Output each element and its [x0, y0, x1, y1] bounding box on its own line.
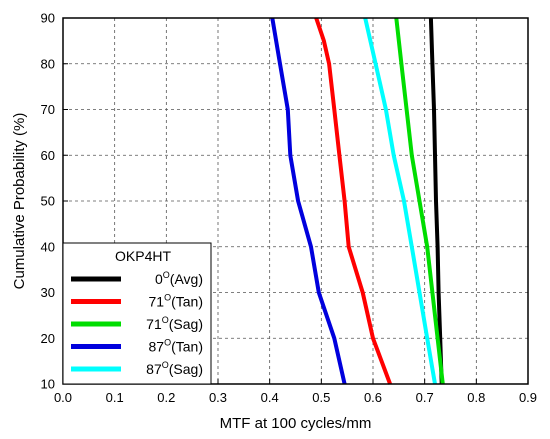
y-tick-label: 80 — [41, 56, 55, 71]
legend-label-degree: O — [162, 360, 169, 370]
y-tick-label: 70 — [41, 102, 55, 117]
legend-label-base: 87 — [146, 361, 162, 377]
legend-label-rest: (Tan) — [171, 339, 203, 355]
series-line-0 — [428, 17, 444, 385]
y-tick-label: 10 — [41, 377, 55, 392]
x-tick-label: 0.3 — [209, 390, 227, 405]
legend-items: 0O(Avg)71O(Tan)71O(Sag)87O(Tan)87O(Sag) — [71, 270, 203, 377]
series-line-4 — [363, 17, 437, 385]
x-axis-ticks: 0.0 0.1 0.2 0.3 0.4 0.5 0.6 0.7 0.8 0.9 — [54, 379, 537, 405]
legend-label-3: 87O(Tan) — [149, 338, 204, 355]
y-tick-label: 40 — [41, 239, 55, 254]
legend-label-base: 71 — [146, 316, 162, 332]
legend-label-4: 87O(Sag) — [146, 360, 203, 377]
legend-label-degree: O — [164, 338, 171, 348]
x-tick-label: 0.8 — [467, 390, 485, 405]
y-tick-label: 90 — [41, 11, 55, 26]
legend-label-base: 0 — [155, 271, 163, 287]
legend-label-rest: (Sag) — [169, 316, 203, 332]
legend-label-degree: O — [163, 270, 170, 280]
legend-label-rest: (Avg) — [170, 271, 203, 287]
y-axis-title: Cumulative Probability (%) — [11, 113, 28, 290]
x-tick-label: 0.7 — [416, 390, 434, 405]
legend-label-base: 71 — [149, 294, 165, 310]
x-axis-title: MTF at 100 cycles/mm — [220, 415, 372, 432]
legend-label-rest: (Sag) — [169, 361, 203, 377]
legend-title: OKP4HT — [115, 248, 171, 264]
grid — [63, 18, 528, 384]
legend-box — [62, 242, 212, 385]
legend: OKP4HT 0O(Avg)71O(Tan)71O(Sag)87O(Tan)87… — [62, 242, 212, 385]
legend-label-0: 0O(Avg) — [155, 270, 203, 287]
x-tick-label: 0.0 — [54, 390, 72, 405]
legend-label-rest: (Tan) — [171, 294, 203, 310]
y-tick-label: 20 — [41, 331, 55, 346]
series-line-2 — [394, 17, 445, 385]
x-tick-label: 0.5 — [312, 390, 330, 405]
y-tick-label: 60 — [41, 148, 55, 163]
x-tick-label: 0.9 — [519, 390, 537, 405]
legend-label-1: 71O(Tan) — [149, 293, 204, 310]
x-tick-label: 0.6 — [364, 390, 382, 405]
legend-label-degree: O — [164, 293, 171, 303]
y-tick-label: 50 — [41, 194, 55, 209]
x-tick-label: 0.4 — [261, 390, 279, 405]
series-line-1 — [314, 17, 392, 385]
legend-label-2: 71O(Sag) — [146, 315, 203, 332]
x-tick-label: 0.2 — [157, 390, 175, 405]
legend-label-base: 87 — [149, 339, 165, 355]
legend-label-degree: O — [162, 315, 169, 325]
series-layer — [270, 17, 445, 385]
y-tick-label: 30 — [41, 285, 55, 300]
x-tick-label: 0.1 — [106, 390, 124, 405]
series-line-3 — [270, 17, 347, 385]
